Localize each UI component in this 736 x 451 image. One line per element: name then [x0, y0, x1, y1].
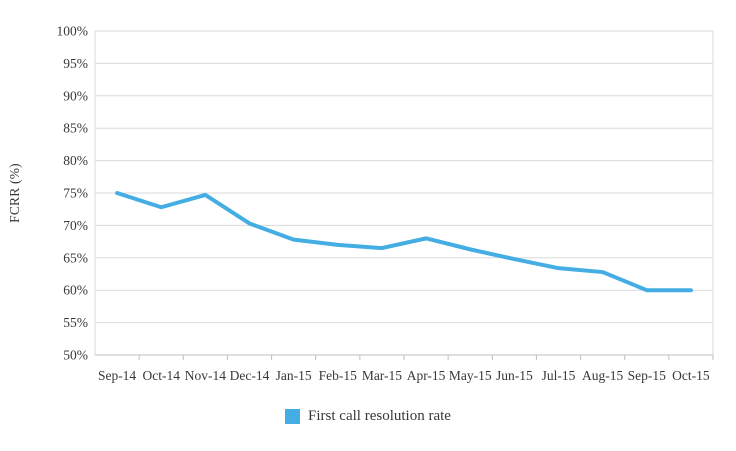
- x-tick-label: Jun-15: [496, 368, 533, 383]
- legend-swatch-icon: [285, 409, 301, 424]
- x-tick-label: Feb-15: [319, 368, 357, 383]
- y-tick-label: 80%: [63, 153, 88, 168]
- x-tick-label: Aug-15: [582, 368, 623, 383]
- y-tick-label: 85%: [63, 121, 88, 136]
- y-tick-label: 75%: [63, 186, 88, 201]
- x-tick-label: May-15: [449, 368, 492, 383]
- y-tick-label: 95%: [63, 56, 88, 71]
- y-tick-label: 90%: [63, 88, 88, 103]
- x-tick-label: Oct-15: [672, 368, 710, 383]
- x-tick-label: Mar-15: [362, 368, 402, 383]
- legend-label: First call resolution rate: [308, 408, 451, 424]
- x-tick-label: Jul-15: [542, 368, 576, 383]
- x-tick-label: Sep-14: [98, 368, 136, 383]
- y-tick-label: 70%: [63, 218, 88, 233]
- y-tick-label: 55%: [63, 315, 88, 330]
- y-tick-label: 60%: [63, 283, 88, 298]
- legend: First call resolution rate: [0, 408, 736, 425]
- y-tick-label: 100%: [57, 24, 89, 39]
- x-tick-label: Dec-14: [230, 368, 270, 383]
- series-line: [115, 191, 693, 293]
- y-tick-label: 50%: [63, 348, 88, 363]
- x-tick-label: Sep-15: [628, 368, 666, 383]
- x-tick-label: Nov-14: [185, 368, 226, 383]
- x-tick-label: Apr-15: [407, 368, 446, 383]
- y-tick-label: 65%: [63, 250, 88, 265]
- x-tick-label: Jan-15: [276, 368, 312, 383]
- x-tick-label: Oct-14: [142, 368, 180, 383]
